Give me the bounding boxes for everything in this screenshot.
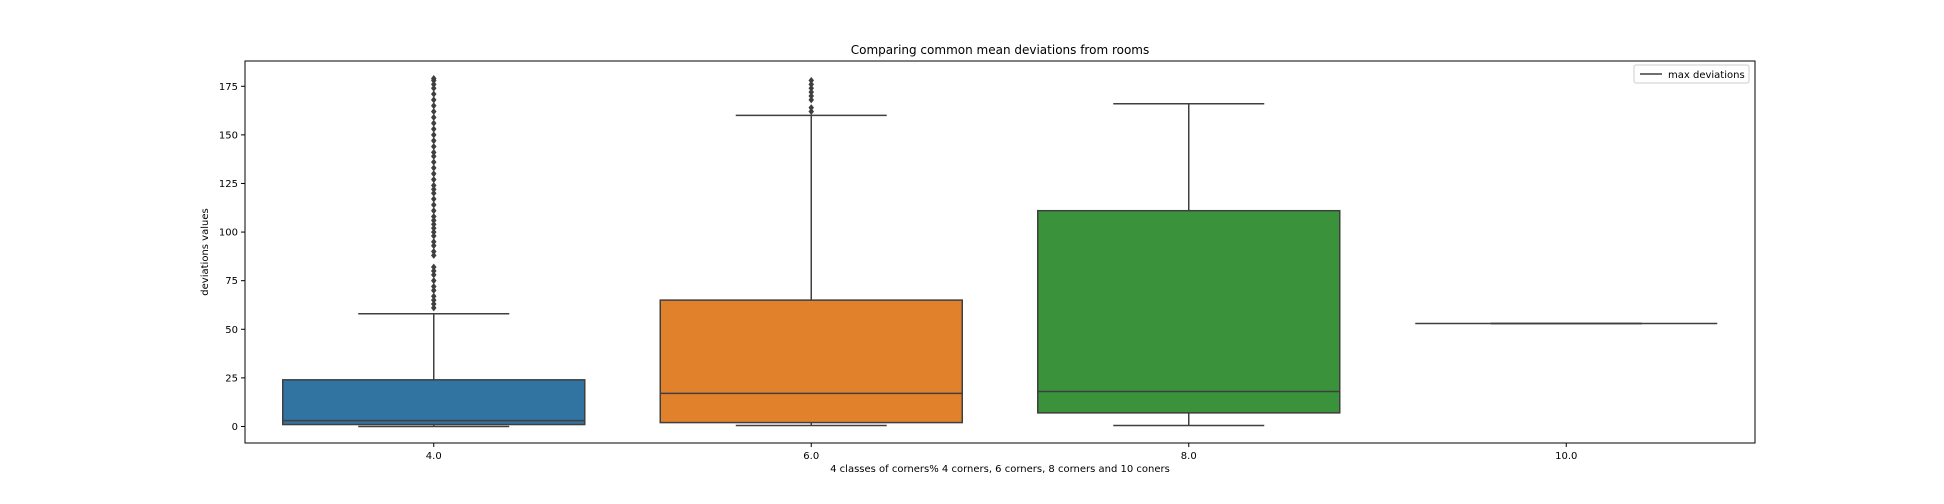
y-axis: 0 25 50 75 100 125 150 175	[219, 82, 245, 433]
outlier-point	[430, 137, 437, 145]
outlier-point	[430, 238, 437, 246]
x-tick-label: 8.0	[1181, 451, 1197, 462]
y-axis-label: deviations values	[200, 208, 211, 295]
y-tick-label: 150	[219, 130, 238, 141]
outlier-point	[808, 104, 815, 112]
outlier-point	[430, 267, 437, 275]
box-iqr	[659, 299, 963, 424]
y-tick-label: 75	[225, 276, 238, 287]
outlier-point	[430, 125, 437, 133]
outlier-point	[430, 181, 437, 190]
outlier-point	[430, 263, 437, 271]
outlier-point	[808, 88, 815, 96]
y-tick-label: 25	[225, 373, 238, 384]
outlier-point	[808, 76, 815, 85]
outlier-point	[430, 216, 437, 225]
outlier-point	[808, 80, 815, 88]
outlier-point	[430, 107, 437, 116]
y-tick-label: 0	[232, 422, 238, 433]
outlier-point	[430, 80, 437, 88]
outlier-point	[808, 96, 815, 104]
x-tick-label: 4.0	[426, 451, 442, 462]
outlier-point	[430, 232, 437, 240]
outlier-point	[430, 228, 437, 236]
chart-title: Comparing common mean deviations from ro…	[851, 43, 1150, 57]
axes-frame	[244, 60, 1756, 444]
box-group-6.0	[659, 76, 963, 427]
outlier-point	[430, 282, 437, 291]
outlier-point	[430, 102, 437, 110]
box-group-8.0	[1037, 103, 1341, 427]
outlier-point	[430, 189, 437, 197]
outlier-point	[430, 185, 437, 193]
outlier-point	[430, 251, 437, 260]
outlier-point	[430, 212, 437, 221]
outlier-point	[430, 224, 437, 232]
outlier-point	[430, 113, 437, 121]
box-iqr	[1037, 209, 1341, 414]
outlier-point	[430, 164, 437, 172]
plot-area	[282, 74, 1718, 428]
outlier-point	[430, 207, 437, 215]
outlier-point	[430, 158, 437, 166]
outlier-point	[430, 300, 437, 308]
outlier-point	[430, 277, 437, 285]
outlier-point	[430, 96, 437, 104]
outlier-point	[430, 296, 437, 304]
box-iqr	[282, 379, 586, 426]
y-tick-label: 175	[219, 82, 238, 93]
legend-box	[1633, 64, 1750, 84]
outlier-point	[430, 195, 437, 203]
outlier-point	[430, 304, 437, 312]
y-tick-label: 50	[225, 325, 238, 336]
x-tick-label: 10.0	[1555, 451, 1577, 462]
outlier-point	[430, 142, 437, 151]
outlier-point	[430, 119, 437, 127]
outlier-point	[430, 292, 437, 300]
legend-label: max deviations	[1668, 70, 1745, 81]
outlier-point	[430, 84, 437, 92]
outlier-point	[808, 107, 815, 116]
outlier-point	[430, 170, 437, 178]
box-group-4.0	[282, 74, 586, 428]
legend: max deviations	[1633, 64, 1750, 84]
y-tick-label: 125	[219, 179, 238, 190]
outlier-point	[808, 92, 815, 100]
x-tick-label: 6.0	[803, 451, 819, 462]
outlier-point	[808, 84, 815, 92]
x-axis: 4.0 6.0 8.0 10.0	[426, 443, 1577, 462]
outlier-point	[430, 286, 437, 295]
outlier-point	[430, 152, 437, 160]
outlier-point	[430, 175, 437, 184]
outlier-point	[430, 247, 437, 256]
y-tick-label: 100	[219, 228, 238, 239]
x-axis-label: 4 classes of corners% 4 corners, 6 corne…	[830, 464, 1170, 475]
outlier-point	[430, 271, 437, 279]
outlier-point	[430, 220, 437, 228]
outlier-point	[430, 242, 437, 250]
outlier-point	[430, 74, 437, 83]
outlier-point	[430, 131, 437, 139]
outlier-point	[430, 201, 437, 209]
outlier-point	[430, 90, 437, 98]
outlier-point	[430, 148, 437, 156]
